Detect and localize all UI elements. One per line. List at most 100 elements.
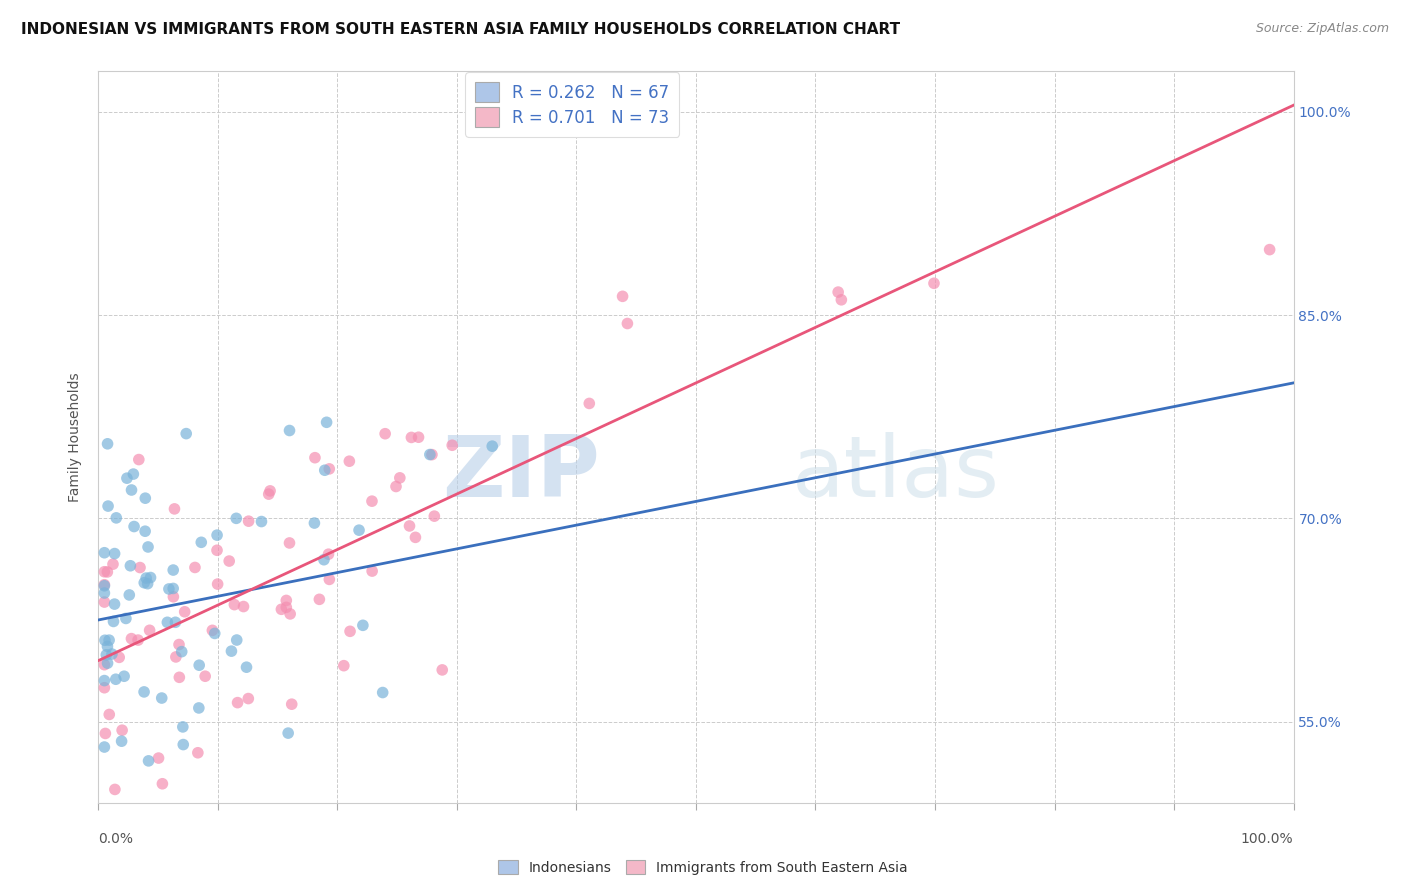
Point bbox=[112, 669, 135, 683]
Point bbox=[194, 669, 217, 683]
Point bbox=[93, 673, 115, 688]
Text: ZIP: ZIP bbox=[443, 432, 600, 516]
Point bbox=[93, 546, 115, 560]
Point bbox=[361, 564, 384, 578]
Point bbox=[135, 571, 157, 585]
Point bbox=[122, 467, 145, 481]
Point bbox=[278, 536, 301, 550]
Point bbox=[165, 615, 187, 630]
Point bbox=[94, 726, 117, 740]
Point bbox=[419, 448, 441, 462]
Point bbox=[238, 514, 260, 528]
Text: Source: ZipAtlas.com: Source: ZipAtlas.com bbox=[1256, 22, 1389, 36]
Point bbox=[401, 430, 423, 444]
Point bbox=[432, 663, 454, 677]
Point bbox=[162, 582, 184, 596]
Point bbox=[103, 597, 125, 611]
Point bbox=[134, 491, 156, 506]
Point bbox=[578, 396, 600, 410]
Point bbox=[93, 595, 115, 609]
Legend: R = 0.262   N = 67, R = 0.701   N = 73: R = 0.262 N = 67, R = 0.701 N = 73 bbox=[465, 72, 679, 136]
Point bbox=[150, 691, 173, 706]
Point bbox=[98, 633, 121, 648]
Point bbox=[170, 645, 193, 659]
Point bbox=[93, 681, 115, 695]
Point bbox=[232, 599, 254, 614]
Point bbox=[93, 578, 115, 592]
Point bbox=[922, 277, 945, 291]
Point bbox=[162, 563, 184, 577]
Point bbox=[152, 777, 174, 791]
Point bbox=[318, 573, 340, 587]
Point bbox=[104, 672, 127, 686]
Y-axis label: Family Households: Family Households bbox=[69, 372, 83, 502]
Point bbox=[347, 523, 370, 537]
Point bbox=[423, 509, 446, 524]
Point bbox=[136, 576, 159, 591]
Point bbox=[139, 570, 162, 584]
Point bbox=[98, 707, 121, 722]
Point bbox=[105, 511, 128, 525]
Point bbox=[118, 588, 141, 602]
Point bbox=[205, 528, 228, 542]
Point bbox=[157, 582, 180, 596]
Point bbox=[96, 656, 118, 670]
Point bbox=[162, 590, 184, 604]
Point bbox=[333, 658, 356, 673]
Point bbox=[103, 615, 125, 629]
Point bbox=[187, 701, 209, 715]
Text: 0.0%: 0.0% bbox=[98, 832, 134, 846]
Point bbox=[104, 782, 127, 797]
Text: atlas: atlas bbox=[792, 432, 1000, 516]
Point bbox=[337, 454, 360, 468]
Point bbox=[205, 543, 228, 558]
Point bbox=[408, 430, 430, 444]
Point bbox=[115, 471, 138, 485]
Point bbox=[110, 734, 132, 748]
Point bbox=[134, 524, 156, 539]
Point bbox=[129, 560, 152, 574]
Point bbox=[441, 438, 464, 452]
Point bbox=[173, 605, 195, 619]
Point bbox=[224, 598, 246, 612]
Point bbox=[111, 723, 134, 738]
Point bbox=[127, 633, 149, 648]
Point bbox=[388, 471, 411, 485]
Point bbox=[172, 738, 194, 752]
Point bbox=[148, 751, 170, 765]
Point bbox=[201, 624, 224, 638]
Point bbox=[184, 560, 207, 574]
Point bbox=[120, 558, 142, 573]
Point bbox=[104, 547, 127, 561]
Point bbox=[101, 647, 124, 661]
Point bbox=[138, 624, 160, 638]
Point bbox=[169, 670, 191, 684]
Point bbox=[404, 530, 426, 544]
Point bbox=[226, 696, 249, 710]
Point bbox=[361, 494, 384, 508]
Point bbox=[235, 660, 257, 674]
Point bbox=[120, 632, 142, 646]
Point bbox=[398, 519, 420, 533]
Point bbox=[172, 720, 194, 734]
Point bbox=[188, 658, 211, 673]
Point bbox=[93, 657, 115, 672]
Point bbox=[830, 293, 852, 307]
Point bbox=[257, 487, 280, 501]
Point bbox=[93, 586, 115, 600]
Point bbox=[97, 499, 120, 513]
Point bbox=[167, 638, 190, 652]
Text: INDONESIAN VS IMMIGRANTS FROM SOUTH EASTERN ASIA FAMILY HOUSEHOLDS CORRELATION C: INDONESIAN VS IMMIGRANTS FROM SOUTH EAST… bbox=[21, 22, 900, 37]
Point bbox=[218, 554, 240, 568]
Point bbox=[280, 697, 302, 711]
Point bbox=[250, 515, 273, 529]
Point bbox=[115, 611, 138, 625]
Point bbox=[420, 448, 443, 462]
Point bbox=[312, 552, 335, 566]
Point bbox=[318, 462, 340, 476]
Point bbox=[314, 463, 336, 477]
Point bbox=[122, 519, 145, 533]
Point bbox=[163, 501, 186, 516]
Point bbox=[259, 483, 281, 498]
Point bbox=[278, 424, 301, 438]
